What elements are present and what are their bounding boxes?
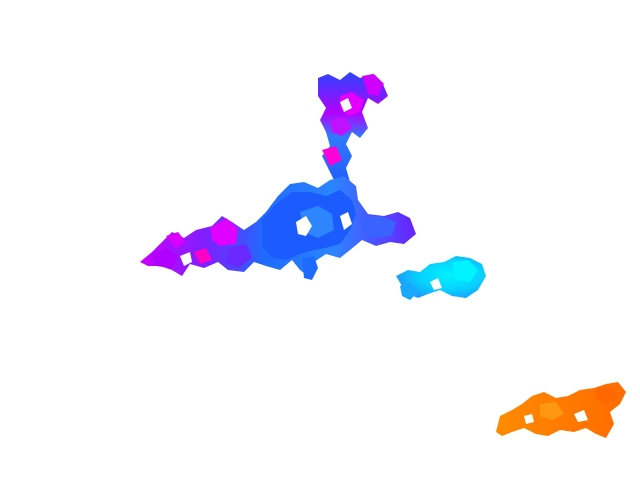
cyan-blob: [396, 256, 486, 300]
orange-blob: [496, 382, 626, 438]
upper-cluster-blob: [140, 72, 416, 280]
